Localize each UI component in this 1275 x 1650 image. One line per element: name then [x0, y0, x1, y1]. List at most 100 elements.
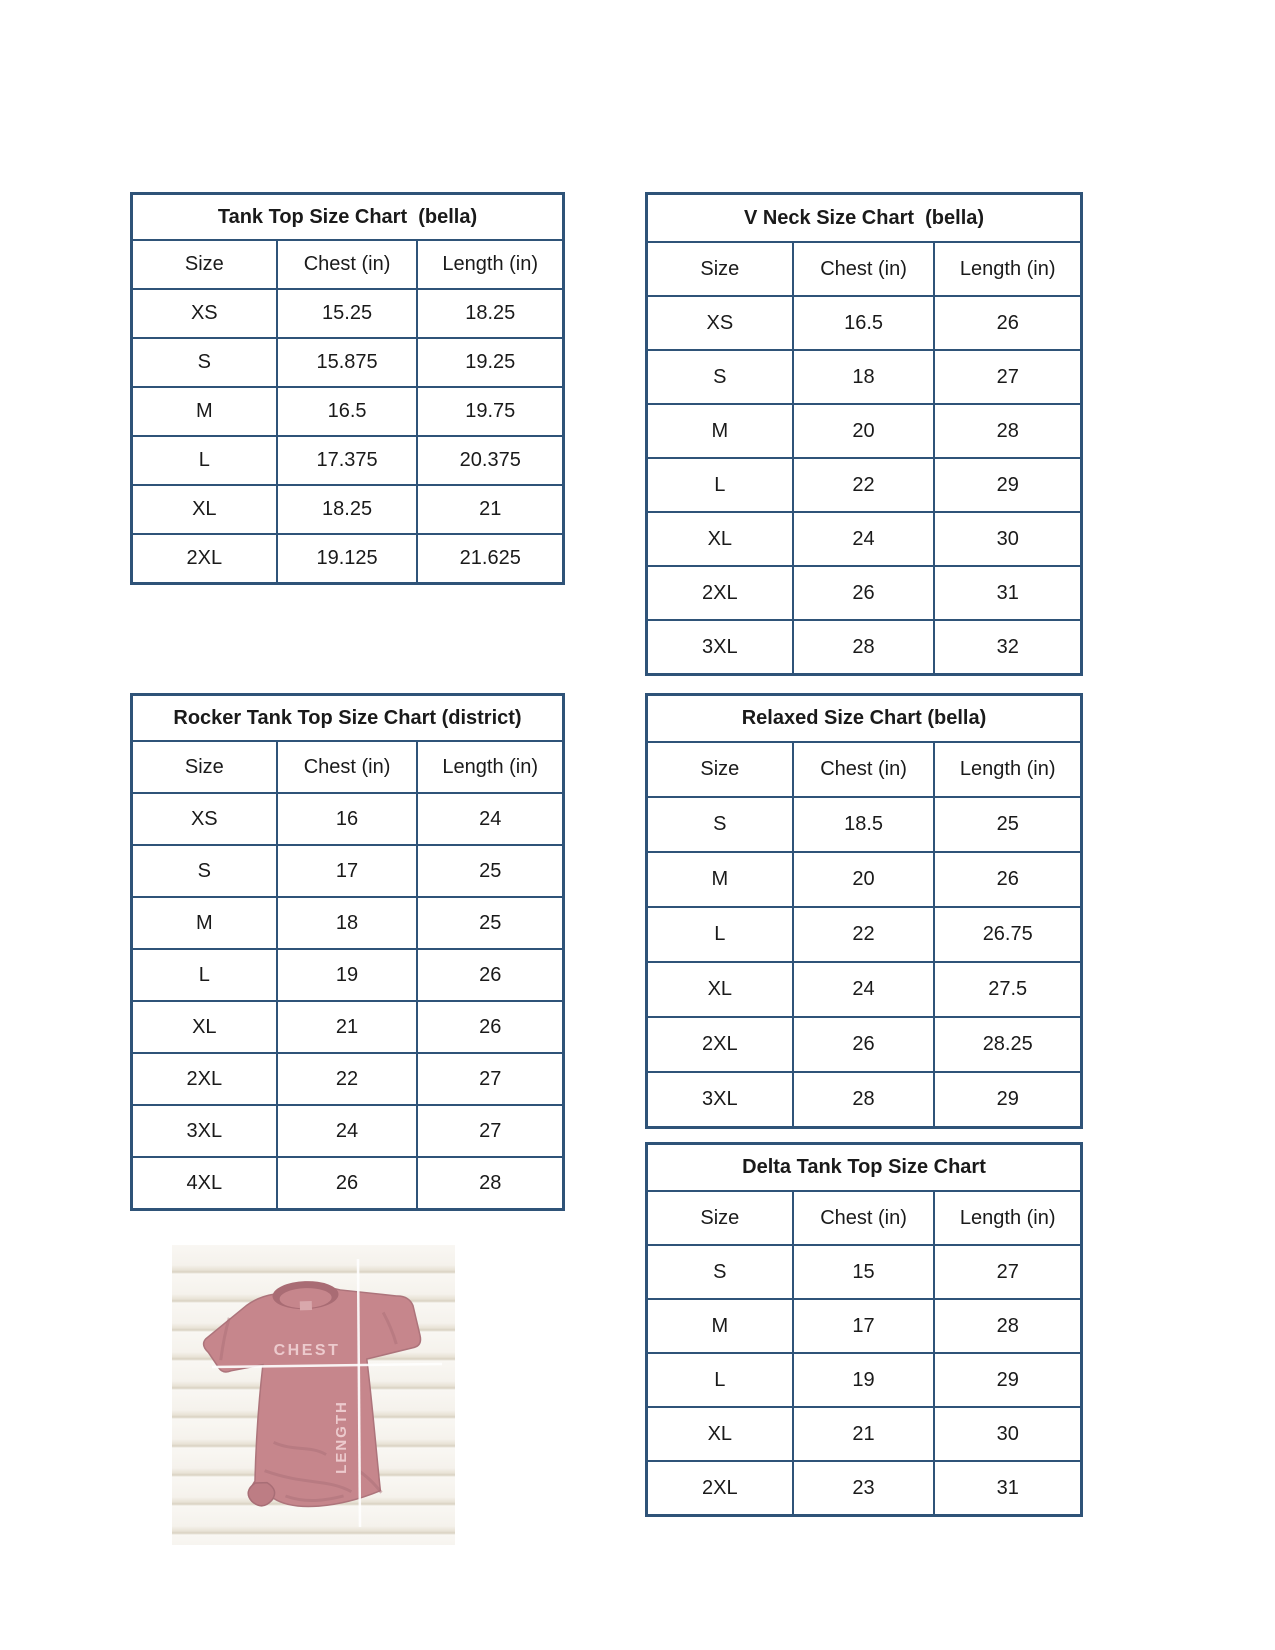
column-header-length: Length (in): [933, 741, 1083, 798]
table-cell: M: [130, 386, 278, 437]
table-cell: XL: [130, 484, 278, 535]
table-cell: 23: [791, 1460, 936, 1517]
header-row: Size Chest (in) Length (in): [130, 740, 565, 794]
table-cell: 27: [933, 1244, 1083, 1300]
table-cell: 26: [791, 565, 936, 621]
table-cell: 20.375: [416, 435, 565, 486]
table-row: L 19 26: [130, 948, 565, 1002]
table-cell: 26: [933, 295, 1083, 351]
table-cell: 25: [416, 844, 565, 898]
table-cell: 18: [791, 349, 936, 405]
table-cell: 22: [275, 1052, 419, 1106]
table-cell: 26: [791, 1016, 936, 1073]
table-cell: 18: [275, 896, 419, 950]
table-row: S 18 27: [645, 349, 1083, 405]
table-cell: S: [645, 796, 794, 853]
table-cell: 26: [416, 948, 565, 1002]
table-row: 2XL 23 31: [645, 1460, 1083, 1517]
table-cell: 17: [275, 844, 419, 898]
table-cell: 18.25: [416, 288, 565, 339]
table-cell: 28: [933, 1298, 1083, 1354]
table-title: Delta Tank Top Size Chart: [645, 1142, 1083, 1192]
table-cell: 2XL: [130, 1052, 278, 1106]
table-cell: 29: [933, 1352, 1083, 1408]
table-cell: S: [645, 349, 794, 405]
table-v-neck-bella: V Neck Size Chart (bella) Size Chest (in…: [645, 192, 1083, 676]
table-cell: 24: [275, 1104, 419, 1158]
table-row: M 18 25: [130, 896, 565, 950]
table-cell: 24: [791, 961, 936, 1018]
table-cell: 22: [791, 906, 936, 963]
column-header-length: Length (in): [933, 1190, 1083, 1246]
column-header-chest: Chest (in): [791, 241, 936, 297]
title-row: Relaxed Size Chart (bella): [645, 693, 1083, 743]
column-header-length: Length (in): [416, 239, 565, 290]
table-cell: L: [645, 1352, 794, 1408]
title-row: Delta Tank Top Size Chart: [645, 1142, 1083, 1192]
size-chart-table: Tank Top Size Chart (bella) Size Chest (…: [130, 192, 565, 585]
table-cell: 28: [791, 619, 936, 676]
table-cell: L: [645, 457, 794, 513]
table-cell: 27: [416, 1052, 565, 1106]
table-cell: M: [645, 851, 794, 908]
table-cell: 21: [791, 1406, 936, 1462]
table-cell: 21: [416, 484, 565, 535]
table-row: XS 16.5 26: [645, 295, 1083, 351]
table-cell: 16: [275, 792, 419, 846]
table-cell: 29: [933, 1071, 1083, 1129]
table-row: XS 16 24: [130, 792, 565, 846]
table-cell: L: [130, 435, 278, 486]
header-row: Size Chest (in) Length (in): [645, 741, 1083, 798]
table-title: Rocker Tank Top Size Chart (district): [130, 693, 565, 742]
table-cell: 19.125: [275, 533, 419, 585]
table-cell: 17.375: [275, 435, 419, 486]
table-cell: 2XL: [645, 1016, 794, 1073]
title-row: Rocker Tank Top Size Chart (district): [130, 693, 565, 742]
table-cell: 26.75: [933, 906, 1083, 963]
header-row: Size Chest (in) Length (in): [645, 1190, 1083, 1246]
table-cell: 27: [416, 1104, 565, 1158]
table-cell: XL: [645, 511, 794, 567]
table-row: M 20 28: [645, 403, 1083, 459]
table-cell: 18.5: [791, 796, 936, 853]
table-cell: S: [130, 337, 278, 388]
table-cell: 21.625: [416, 533, 565, 585]
table-cell: 26: [416, 1000, 565, 1054]
table-row: XL 18.25 21: [130, 484, 565, 535]
table-rocker-tank-top-district: Rocker Tank Top Size Chart (district) Si…: [130, 693, 565, 1211]
fabric-folds: [219, 1311, 398, 1502]
table-cell: XS: [645, 295, 794, 351]
shirt-measurement-photo: CHEST LENGTH: [172, 1245, 455, 1545]
column-header-chest: Chest (in): [275, 239, 419, 290]
table-cell: XS: [130, 792, 278, 846]
table-cell: 28: [933, 403, 1083, 459]
column-header-size: Size: [645, 741, 794, 798]
title-row: V Neck Size Chart (bella): [645, 192, 1083, 243]
table-cell: 19.75: [416, 386, 565, 437]
table-cell: 32: [933, 619, 1083, 676]
table-row: XL 21 30: [645, 1406, 1083, 1462]
table-cell: 2XL: [645, 565, 794, 621]
size-chart-table: Delta Tank Top Size Chart Size Chest (in…: [645, 1142, 1083, 1517]
table-cell: 25: [416, 896, 565, 950]
column-header-size: Size: [645, 241, 794, 297]
table-cell: 29: [933, 457, 1083, 513]
table-cell: 15.25: [275, 288, 419, 339]
table-cell: 27.5: [933, 961, 1083, 1018]
table-row: M 20 26: [645, 851, 1083, 908]
table-cell: 24: [416, 792, 565, 846]
header-row: Size Chest (in) Length (in): [130, 239, 565, 290]
table-cell: 4XL: [130, 1156, 278, 1211]
table-cell: 30: [933, 511, 1083, 567]
table-cell: L: [130, 948, 278, 1002]
table-cell: S: [130, 844, 278, 898]
table-cell: L: [645, 906, 794, 963]
table-cell: 30: [933, 1406, 1083, 1462]
table-row: M 17 28: [645, 1298, 1083, 1354]
column-header-size: Size: [130, 239, 278, 290]
table-row: S 15 27: [645, 1244, 1083, 1300]
column-header-chest: Chest (in): [791, 1190, 936, 1246]
table-cell: 27: [933, 349, 1083, 405]
table-cell: XL: [130, 1000, 278, 1054]
